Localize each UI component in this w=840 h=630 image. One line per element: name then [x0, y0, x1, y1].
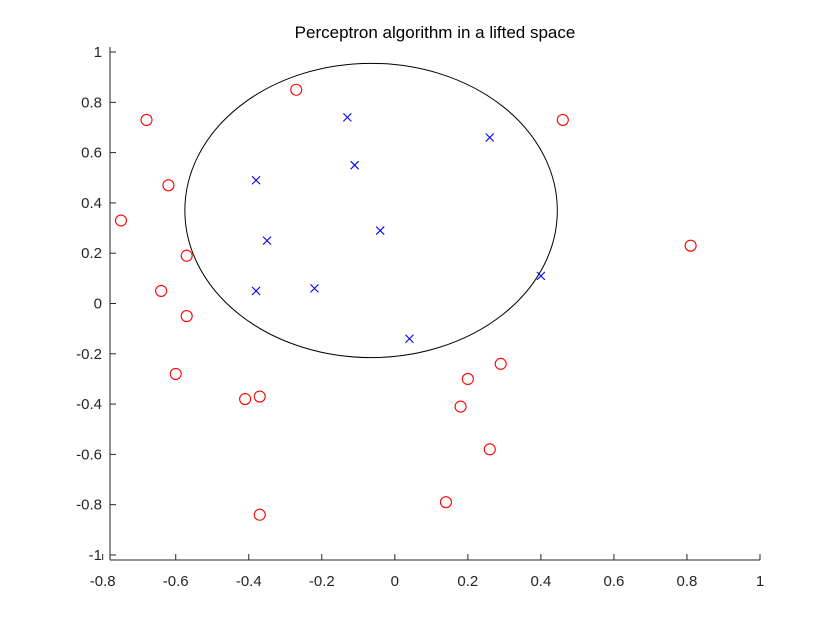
y-tick-label: 0.8 — [81, 94, 102, 111]
circle-point — [439, 496, 453, 509]
circle-point — [114, 214, 128, 227]
circle-point — [461, 372, 474, 385]
y-tick-label: -0.2 — [76, 346, 102, 363]
cross-point — [375, 226, 385, 235]
decision-boundary-layer — [184, 62, 558, 359]
cross-point — [342, 113, 352, 122]
x-tick-label: 0.4 — [530, 573, 551, 590]
y-tick-label: 0.2 — [81, 245, 102, 262]
y-tick-label: -1 — [89, 547, 102, 564]
x-tick-label: -0.2 — [309, 573, 335, 590]
decision-boundary — [184, 62, 558, 359]
y-tick-label: 0.4 — [81, 195, 102, 212]
x-tick-label: -0.8 — [90, 573, 116, 590]
data-points-layer — [114, 83, 697, 521]
y-tick-label: 0 — [94, 296, 102, 313]
x-tick-label: 0.8 — [677, 573, 698, 590]
cross-point — [262, 236, 272, 246]
circle-point — [162, 179, 175, 192]
chart-title: Perceptron algorithm in a lifted space — [295, 23, 576, 42]
cross-point — [485, 133, 495, 142]
cross-point — [251, 175, 261, 185]
circle-point — [155, 284, 168, 297]
circle-point — [684, 239, 697, 252]
circle-point — [140, 113, 153, 126]
x-tick-label: 0 — [391, 573, 399, 590]
y-tick-label: 1 — [94, 44, 102, 61]
circle-point — [483, 443, 496, 456]
y-tick-label: -0.4 — [76, 396, 102, 413]
circle-point — [454, 400, 467, 413]
series-crosses — [251, 113, 546, 344]
x-tick-label: -0.6 — [163, 573, 189, 590]
circle-point — [494, 357, 507, 370]
cross-point — [251, 286, 261, 296]
x-tick-label: -0.4 — [236, 573, 262, 590]
cross-point — [536, 271, 546, 281]
axes: -0.8 -0.6 -0.4 -0.2 0 0.2 0.4 0.6 0.8 1 -1 -0.8 -0.6… — [76, 44, 764, 590]
y-tick-label: -0.8 — [76, 497, 102, 514]
cross-point — [350, 160, 360, 170]
circle-point — [180, 249, 193, 262]
series-circles — [114, 83, 697, 521]
x-tick-label: 1 — [756, 573, 764, 590]
y-tick-label: 0.6 — [81, 145, 102, 162]
circle-point — [239, 393, 252, 406]
cross-point — [405, 334, 414, 344]
x-tick-label: 0.2 — [457, 573, 478, 590]
circle-point — [556, 113, 569, 126]
circle-point — [253, 390, 266, 403]
circle-point — [180, 310, 193, 323]
y-tick-label: -0.6 — [76, 446, 102, 463]
cross-point — [310, 284, 319, 293]
circle-point — [253, 508, 266, 521]
circle-point — [290, 83, 303, 96]
circle-point — [169, 367, 182, 380]
x-tick-label: 0.6 — [604, 573, 625, 590]
